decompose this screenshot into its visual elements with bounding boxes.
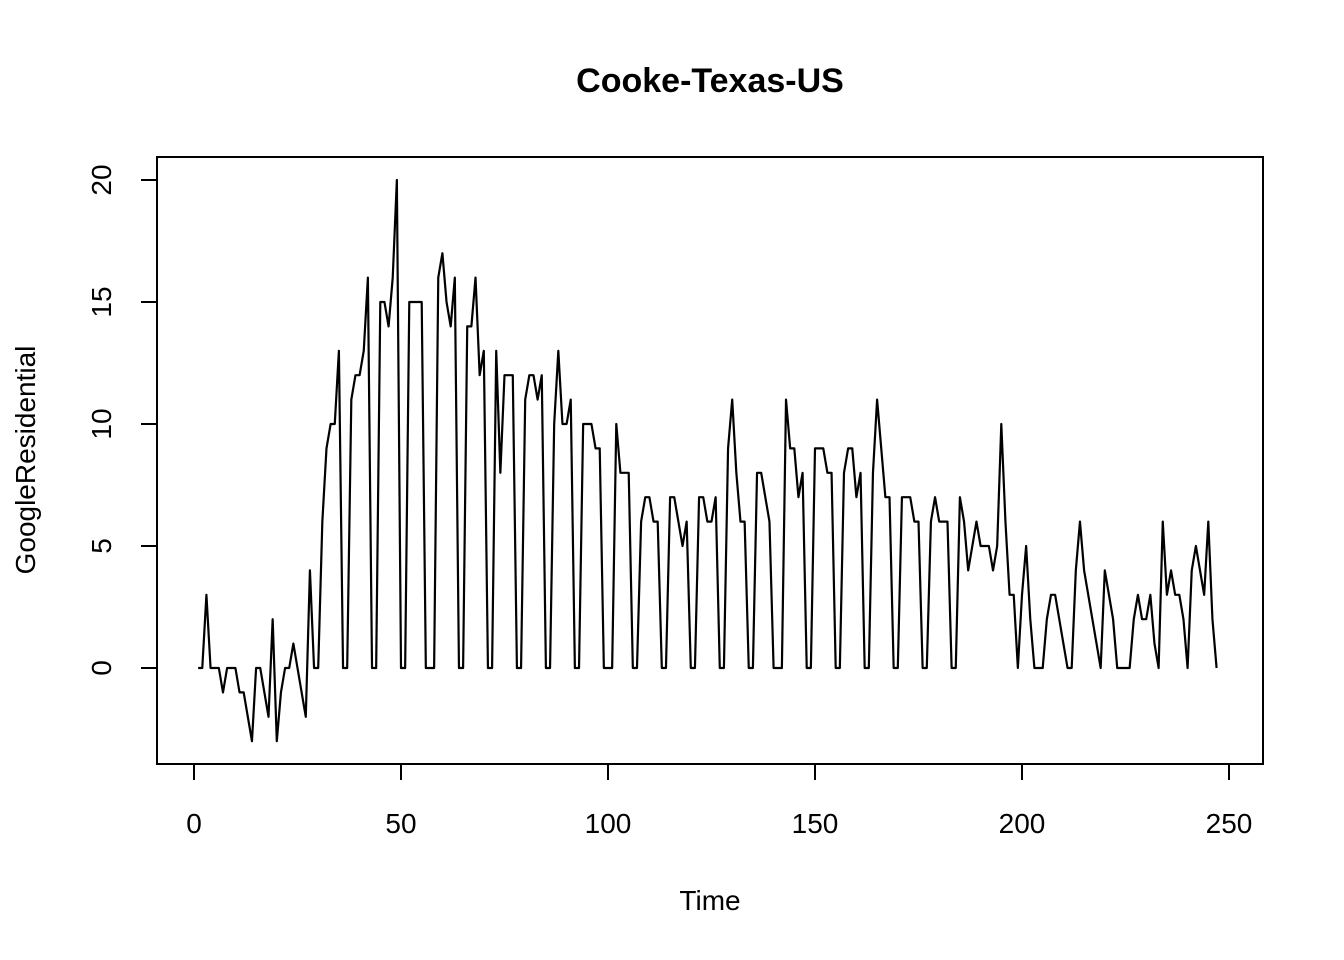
x-tick-label: 150 xyxy=(792,808,839,839)
y-axis: 0 5 10 15 20 xyxy=(86,164,157,676)
y-tick-label: 0 xyxy=(86,660,117,676)
y-tick-label: 5 xyxy=(86,538,117,554)
series-line xyxy=(198,178,1218,743)
y-tick-label: 15 xyxy=(86,286,117,317)
y-tick-label: 20 xyxy=(86,164,117,195)
x-tick-label: 0 xyxy=(186,808,202,839)
y-axis-label: GoogleResidential xyxy=(10,346,41,575)
x-tick-label: 50 xyxy=(385,808,416,839)
x-tick-label: 100 xyxy=(585,808,632,839)
x-axis: 0 50 100 150 200 250 xyxy=(186,764,1252,839)
plot-frame xyxy=(156,156,1264,765)
x-axis-label: Time xyxy=(679,885,740,916)
chart-title: Cooke-Texas-US xyxy=(576,62,844,100)
y-tick-label: 10 xyxy=(86,408,117,439)
x-tick-label: 200 xyxy=(999,808,1046,839)
x-tick-label: 250 xyxy=(1206,808,1253,839)
